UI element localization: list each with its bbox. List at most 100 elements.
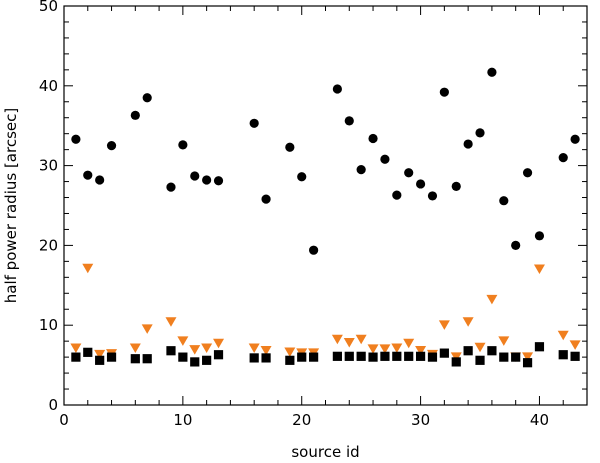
triangle-point [415, 345, 427, 356]
y-tick-label: 20 [39, 236, 58, 254]
circle-point [534, 231, 545, 241]
circle-point [178, 140, 188, 150]
circle-point [213, 176, 224, 186]
square-point [356, 351, 366, 361]
axis-ticks [63, 5, 588, 406]
x-axis-label: source id [291, 443, 359, 461]
y-axis-label: half power radius [arcsec] [2, 108, 20, 303]
square-point [570, 351, 580, 361]
square-point [404, 351, 414, 361]
square-point [83, 347, 93, 357]
circle-point [439, 87, 449, 97]
square-point [178, 352, 188, 362]
triangle-point [391, 343, 403, 354]
circle-point [487, 67, 497, 77]
circle-point [499, 196, 509, 206]
square-point [202, 355, 212, 365]
triangle-point [260, 345, 272, 356]
triangle-point [569, 340, 581, 350]
square-point [285, 355, 295, 365]
square-point [380, 351, 390, 361]
x-tick-label: 40 [530, 411, 549, 429]
triangle-point [284, 347, 296, 358]
x-tick-label: 10 [173, 411, 192, 429]
circle-point [451, 181, 461, 191]
x-tick-label: 0 [59, 411, 69, 429]
circle-point [427, 191, 438, 201]
square-point [309, 352, 319, 362]
circle-point [344, 116, 354, 126]
circle-point [522, 168, 533, 178]
square-point [487, 346, 497, 356]
tick-labels: 0 10 20 30 40 0 10 20 30 40 50 [39, 0, 549, 429]
triangle-point [486, 294, 498, 305]
square-point [499, 352, 509, 362]
y-tick-label: 50 [39, 0, 58, 15]
triangle-point [438, 320, 450, 330]
circle-point [83, 170, 93, 180]
circle-point [95, 175, 105, 185]
triangle-point [367, 344, 379, 354]
triangle-point [355, 334, 367, 345]
circle-point [558, 153, 568, 163]
circle-point [285, 142, 295, 152]
triangle-point [522, 352, 534, 362]
x-tick-label: 30 [411, 411, 430, 429]
circle-point [202, 175, 212, 185]
square-point [213, 350, 224, 360]
triangle-point [141, 324, 153, 334]
square-point [463, 346, 473, 356]
triangle-point [201, 343, 213, 354]
square-point [427, 352, 438, 362]
x-tick-label: 20 [292, 411, 311, 429]
circle-point [190, 171, 200, 181]
circle-point [415, 179, 426, 189]
triangle-point [129, 343, 141, 354]
square-point [522, 358, 533, 368]
triangle-point [462, 317, 474, 327]
triangle-point [498, 336, 510, 346]
square-point [392, 351, 402, 361]
square-point [534, 342, 545, 352]
circle-point [166, 182, 176, 192]
square-point [439, 348, 449, 358]
square-point [166, 346, 176, 356]
triangle-point [474, 342, 486, 353]
square-point [106, 352, 117, 362]
circle-point [392, 190, 402, 200]
square-point [475, 355, 485, 365]
circle-point [380, 154, 390, 164]
triangle-point [450, 352, 462, 362]
circle-point [297, 172, 307, 182]
square-point [415, 351, 426, 361]
square-point [249, 353, 259, 363]
square-point [95, 355, 105, 365]
circle-point [475, 128, 485, 138]
circle-point [71, 134, 81, 144]
circle-point [511, 240, 521, 250]
square-point [130, 354, 140, 364]
square-point [261, 353, 271, 363]
y-tick-label: 40 [39, 77, 58, 95]
data-marks [70, 67, 581, 368]
circle-point [463, 139, 473, 149]
circle-point [404, 168, 414, 178]
circle-point [130, 110, 140, 120]
circle-point [309, 245, 319, 255]
circle-point [249, 118, 259, 128]
square-point [558, 350, 568, 360]
square-point [297, 352, 307, 362]
triangle-point [165, 317, 177, 327]
triangle-point [403, 338, 415, 349]
triangle-point [331, 334, 343, 345]
triangle-point [94, 349, 106, 360]
circle-point [368, 133, 378, 144]
triangle-point [70, 343, 82, 354]
square-point [190, 357, 200, 367]
square-point [142, 354, 152, 364]
triangle-point [557, 330, 569, 341]
triangle-point [82, 263, 94, 274]
square-point [71, 352, 81, 362]
circle-point [142, 93, 152, 103]
